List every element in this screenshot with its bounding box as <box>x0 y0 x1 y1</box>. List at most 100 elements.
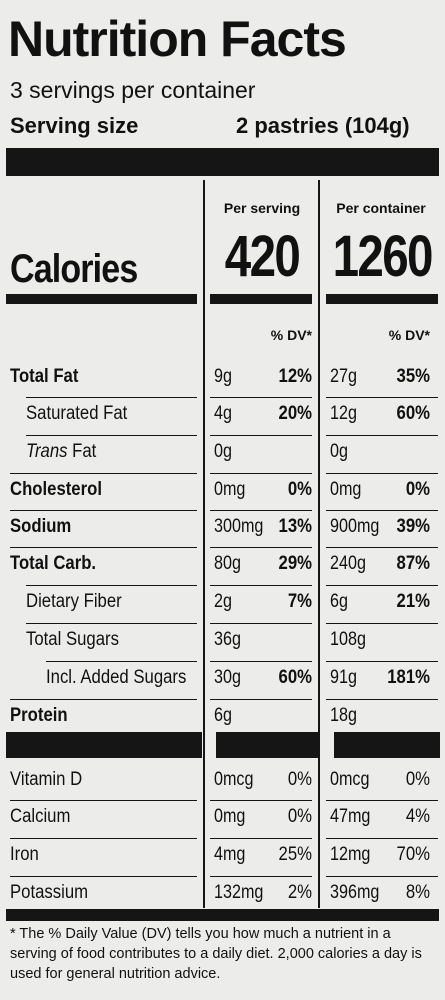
per-serving-dv: 60% <box>278 667 312 688</box>
per-container-amount: 108g <box>330 629 366 650</box>
per-container-dv: 70% <box>396 844 430 865</box>
per-serving-dv: 13% <box>278 516 312 537</box>
per-serving-amount: 4mg <box>214 844 246 865</box>
row-divider <box>326 800 438 801</box>
nutrient-label: Trans Fat <box>26 440 96 464</box>
nutrient-label: Incl. Added Sugars <box>46 667 187 688</box>
calories-per-serving: 420 <box>224 224 301 289</box>
row-divider <box>326 661 438 662</box>
row-divider <box>210 473 312 474</box>
nutrient-label: Protein <box>10 705 68 726</box>
row-divider <box>210 397 312 398</box>
per-serving-dv: 0% <box>287 806 312 827</box>
per-container-dv: 21% <box>396 591 430 612</box>
panel-title: Nutrition Facts <box>8 11 347 67</box>
per-container-dv: 4% <box>405 806 430 827</box>
per-container-amount: 900mg <box>330 516 380 537</box>
row-divider <box>210 699 312 700</box>
per-serving-amount: 6g <box>214 705 232 726</box>
row-divider <box>210 623 312 624</box>
nutrient-label: Potassium <box>10 882 89 903</box>
per-container-amount: 0g <box>330 441 348 462</box>
per-container-dv: 87% <box>396 553 430 574</box>
row-divider <box>10 510 197 511</box>
row-divider <box>326 623 438 624</box>
row-divider <box>26 585 197 586</box>
nutrient-label: Cholesterol <box>10 479 102 500</box>
per-container-amount: 91g <box>330 667 357 688</box>
per-serving-dv: 12% <box>278 366 312 387</box>
per-serving-dv: 7% <box>287 591 312 612</box>
per-serving-dv: 20% <box>278 403 312 424</box>
per-serving-amount: 0mg <box>214 479 246 500</box>
per-serving-amount: 4g <box>214 403 232 424</box>
row-divider <box>326 397 438 398</box>
row-divider <box>210 435 312 436</box>
row-divider <box>326 547 438 548</box>
per-container-amount: 18g <box>330 705 357 726</box>
calories-divider-container <box>326 294 438 304</box>
nutrient-label: Total Sugars <box>26 629 119 650</box>
row-divider <box>10 547 197 548</box>
row-divider <box>210 661 312 662</box>
per-container-amount: 0mg <box>330 479 362 500</box>
per-container-dv: 181% <box>387 667 430 688</box>
row-divider <box>10 800 197 801</box>
row-divider <box>10 838 197 839</box>
per-serving-dv: 0% <box>287 479 312 500</box>
daily-value-footnote: * The % Daily Value (DV) tells you how m… <box>10 926 422 982</box>
per-container-dv: 8% <box>405 882 430 903</box>
per-container-amount: 396mg <box>330 882 380 903</box>
per-serving-amount: 2g <box>214 591 232 612</box>
per-serving-header: Per serving <box>223 200 301 216</box>
row-divider <box>210 838 312 839</box>
calories-label: Calories <box>10 247 138 291</box>
row-divider <box>10 876 197 877</box>
row-divider <box>210 547 312 548</box>
column-divider-left <box>203 180 205 908</box>
per-container-dv: 0% <box>405 769 430 790</box>
per-serving-amount: 0mcg <box>214 769 254 790</box>
nutrient-label-suffix: Fat <box>67 441 97 462</box>
thick-divider-bottom <box>6 909 439 921</box>
per-container-amount: 12g <box>330 403 357 424</box>
nutrient-label: Sodium <box>10 516 72 537</box>
per-serving-dv: 0% <box>287 769 312 790</box>
row-divider <box>46 661 197 662</box>
calories-divider-label <box>6 294 197 304</box>
per-container-amount: 47mg <box>330 806 371 827</box>
per-container-header: Per container <box>336 200 426 216</box>
nutrient-label: Total Fat <box>10 366 79 387</box>
per-serving-dv: 25% <box>278 844 312 865</box>
nutrient-label: Iron <box>10 844 39 865</box>
vitamins-divider-label <box>6 732 202 758</box>
per-container-amount: 6g <box>330 591 348 612</box>
per-serving-dv: 29% <box>278 553 312 574</box>
per-serving-amount: 9g <box>214 366 232 387</box>
per-container-amount: 240g <box>330 553 366 574</box>
per-serving-amount: 36g <box>214 629 241 650</box>
row-divider <box>210 800 312 801</box>
nutrient-label: Calcium <box>10 806 71 827</box>
row-divider <box>210 510 312 511</box>
row-divider <box>326 838 438 839</box>
vitamins-divider-container <box>334 732 440 758</box>
dv-header-container: % DV* <box>388 327 430 343</box>
dv-header-serving: % DV* <box>270 327 312 343</box>
per-serving-dv: 2% <box>287 882 312 903</box>
per-container-dv: 35% <box>396 366 430 387</box>
per-serving-amount: 30g <box>214 667 241 688</box>
nutrient-label-prefix: Trans <box>26 441 68 462</box>
column-divider-middle <box>318 180 320 908</box>
row-divider <box>210 876 312 877</box>
row-divider <box>326 585 438 586</box>
per-container-dv: 60% <box>396 403 430 424</box>
nutrient-label: Total Carb. <box>10 553 97 574</box>
row-divider <box>10 699 197 700</box>
nutrient-label: Vitamin D <box>10 769 83 790</box>
nutrient-label: Saturated Fat <box>26 403 128 424</box>
row-divider <box>26 397 197 398</box>
per-serving-amount: 0mg <box>214 806 246 827</box>
row-divider <box>210 585 312 586</box>
